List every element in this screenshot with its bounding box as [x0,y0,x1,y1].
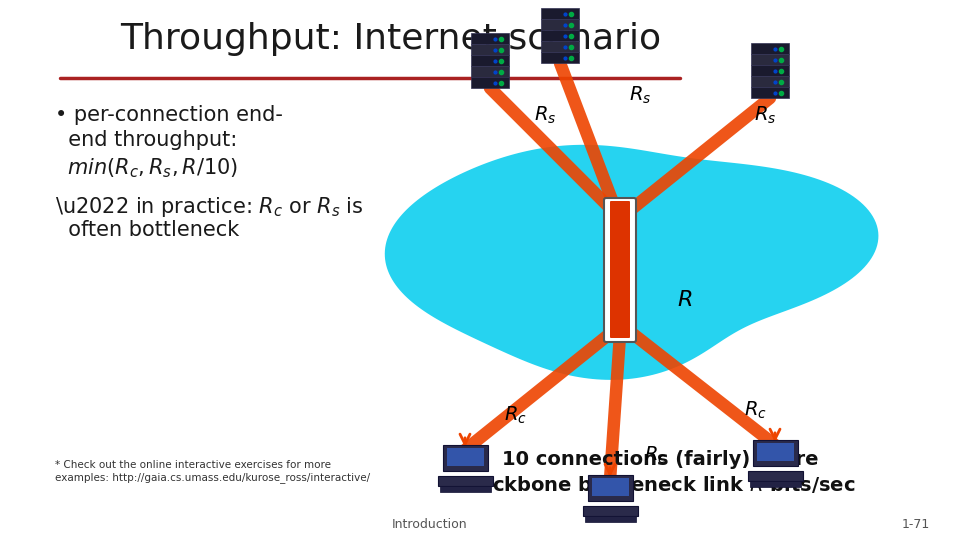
Bar [751,65,789,76]
Bar [471,44,509,55]
Bar [471,33,509,44]
FancyBboxPatch shape [610,201,630,338]
Text: $R_s$: $R_s$ [754,104,777,126]
Polygon shape [385,145,878,380]
Bar [438,476,493,486]
Text: end throughput:: end throughput: [55,130,237,150]
Bar [541,52,579,63]
Text: $R_s$: $R_s$ [534,104,556,126]
Bar [750,481,801,487]
Bar [541,8,579,19]
Text: 10 connections (fairly) share: 10 connections (fairly) share [502,450,818,469]
Text: $R_c$: $R_c$ [643,444,666,465]
Bar [541,30,579,41]
Text: often bottleneck: often bottleneck [55,220,239,240]
Text: • per-connection end-: • per-connection end- [55,105,283,125]
Bar [471,66,509,77]
Bar [748,471,803,481]
Bar [751,43,789,54]
Bar [541,41,579,52]
Bar [588,475,633,501]
Text: \u2022 in practice: $R_c$ or $R_s$ is: \u2022 in practice: $R_c$ or $R_s$ is [55,195,364,219]
Text: $min(R_c,R_s,R/10)$: $min(R_c,R_s,R/10)$ [67,156,238,180]
Bar [592,478,629,496]
Bar [440,486,491,492]
Bar [583,506,638,516]
Text: $R_c$: $R_c$ [504,404,526,426]
Bar [751,54,789,65]
Bar [471,55,509,66]
Text: 1-71: 1-71 [901,518,930,531]
Bar [471,77,509,88]
Bar [751,76,789,87]
Bar [443,445,488,471]
Bar [541,19,579,30]
Bar [757,443,794,461]
Text: * Check out the online interactive exercises for more
examples: http://gaia.cs.u: * Check out the online interactive exerc… [55,460,371,483]
Text: $R_s$: $R_s$ [629,84,651,106]
Bar [447,448,484,466]
Text: Introduction: Introduction [393,518,468,531]
Text: Throughput: Internet scenario: Throughput: Internet scenario [120,22,661,56]
Text: $R_c$: $R_c$ [744,400,766,421]
Text: backbone bottleneck link $R$ bits/sec: backbone bottleneck link $R$ bits/sec [465,474,855,495]
Bar [753,440,798,466]
Bar [751,87,789,98]
Bar [585,516,636,522]
FancyBboxPatch shape [604,198,636,342]
Text: $R$: $R$ [678,290,693,310]
